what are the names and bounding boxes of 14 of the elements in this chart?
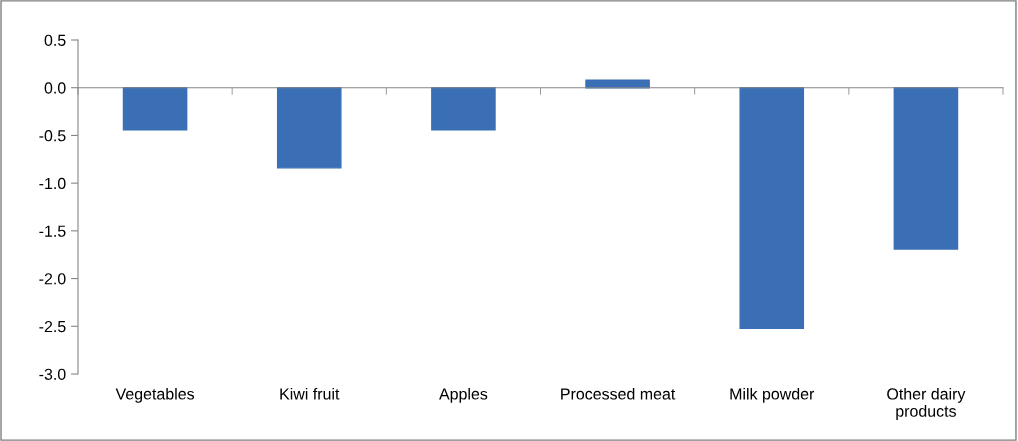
y-tick-label: -0.5	[39, 130, 66, 142]
x-tick-label: Vegetables	[115, 387, 195, 403]
y-tick-label: -1.5	[39, 225, 66, 237]
y-tick-label: -2.0	[39, 273, 66, 285]
x-tick-label: Apples	[439, 387, 488, 403]
y-tick-label: -2.5	[39, 320, 66, 333]
y-tick-label: -1.0	[39, 177, 66, 190]
x-tick-label: Other dairy products	[887, 387, 966, 420]
y-tick-label: 0.5	[44, 34, 66, 46]
x-tick-label: Processed meat	[561, 387, 676, 400]
y-tick-label: -3.0	[39, 368, 66, 380]
y-tick-label: 0.0	[44, 82, 66, 94]
x-tick-label: Kiwi fruit	[280, 387, 340, 400]
x-tick-label: Milk powder	[730, 387, 815, 403]
